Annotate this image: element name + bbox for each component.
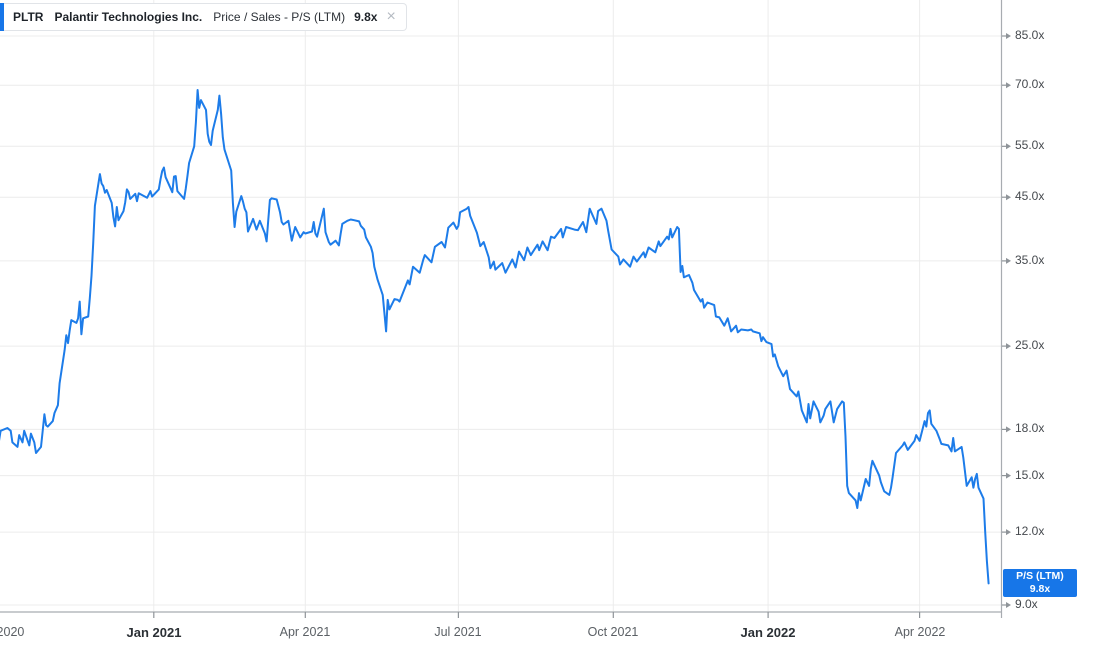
ticker-symbol: PLTR <box>13 10 44 24</box>
metric-value: 9.8x <box>354 10 378 24</box>
y-tick-arrow <box>1006 194 1011 201</box>
y-axis-label: 70.0x <box>1015 77 1045 91</box>
badge-value: 9.8x <box>1029 583 1051 595</box>
y-tick-arrow <box>1006 33 1011 39</box>
x-axis-label: Jan 2022 <box>740 625 796 640</box>
x-axis-label: Jul 2021 <box>434 625 482 639</box>
y-axis-label: 25.0x <box>1015 338 1045 352</box>
metric-name: Price / Sales - P/S (LTM) <box>213 10 346 24</box>
x-axis-label: Oct 2020 <box>0 625 25 639</box>
close-icon[interactable]: × <box>386 8 396 25</box>
y-tick-arrow <box>1006 82 1011 89</box>
y-axis-label: 35.0x <box>1015 253 1045 267</box>
company-name: Palantir Technologies Inc. <box>54 10 203 24</box>
y-tick-arrow <box>1006 472 1011 479</box>
y-axis-label: 12.0x <box>1015 524 1045 538</box>
series-color-bar <box>0 3 4 31</box>
badge-series-name: P/S (LTM) <box>1016 570 1064 582</box>
x-axis-label: Oct 2021 <box>587 625 639 639</box>
y-tick-arrow <box>1006 426 1011 433</box>
y-tick-arrow <box>1006 257 1011 264</box>
y-axis-label: 85.0x <box>1015 28 1045 42</box>
y-axis-label: 45.0x <box>1015 189 1045 203</box>
y-tick-arrow <box>1006 602 1011 608</box>
y-axis-label: 55.0x <box>1015 138 1045 152</box>
x-axis-label: Apr 2021 <box>279 625 331 639</box>
y-axis-label: 9.0x <box>1015 597 1038 611</box>
y-tick-arrow <box>1006 529 1011 536</box>
series-legend[interactable]: PLTR Palantir Technologies Inc. Price / … <box>0 3 407 31</box>
y-tick-arrow <box>1006 343 1011 350</box>
last-value-badge: P/S (LTM) 9.8x <box>1003 569 1077 597</box>
y-axis-label: 18.0x <box>1015 421 1045 435</box>
x-axis-label: Jan 2021 <box>126 625 182 640</box>
y-axis-label: 15.0x <box>1015 468 1045 482</box>
x-axis-label: Apr 2022 <box>894 625 946 639</box>
ps-ltm-line <box>0 89 990 585</box>
y-tick-arrow <box>1006 143 1011 150</box>
